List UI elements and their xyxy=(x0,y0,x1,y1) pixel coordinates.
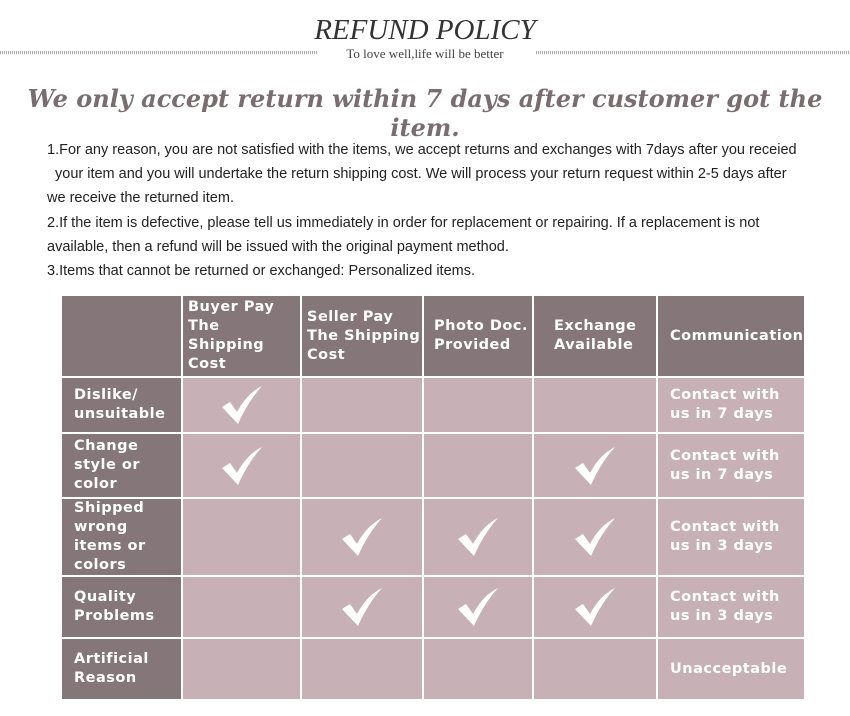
table-cell xyxy=(183,577,300,637)
table-cell xyxy=(183,378,300,432)
table-cell xyxy=(534,577,656,637)
table-cell xyxy=(424,434,532,497)
row-label: Shipped wrong items or colors xyxy=(62,499,181,575)
divider-right xyxy=(536,51,850,54)
row-label: Dislike/ unsuitable xyxy=(62,378,181,432)
table-row: Dislike/ unsuitable Contact with us in 7 … xyxy=(62,378,804,432)
table-cell xyxy=(183,639,300,699)
column-header: Communication xyxy=(658,296,804,376)
row-label: Change style or color xyxy=(62,434,181,497)
table-cell xyxy=(302,499,422,575)
communication-cell: Contact with us in 7 days xyxy=(658,434,804,497)
checkmark-icon xyxy=(342,518,382,556)
table-cell xyxy=(424,577,532,637)
checkmark-icon xyxy=(221,386,262,424)
table-cell xyxy=(183,499,300,575)
communication-cell: Contact with us in 7 days xyxy=(658,378,804,432)
row-label: Quality Problems xyxy=(62,577,181,637)
terms-line: we receive the returned item. xyxy=(47,190,234,207)
page-subtitle: To love well,life will be better xyxy=(346,46,504,61)
table-cell xyxy=(424,499,532,575)
column-header: Seller Pay The Shipping Cost xyxy=(302,296,422,376)
column-header: Buyer Pay The Shipping Cost xyxy=(183,296,300,376)
checkmark-icon xyxy=(458,518,498,556)
divider-left xyxy=(0,51,318,54)
checkmark-icon xyxy=(575,518,615,556)
checkmark-icon xyxy=(458,588,498,626)
terms-line: 3.Items that cannot be returned or excha… xyxy=(47,263,475,280)
table-cell xyxy=(424,639,532,699)
table-cell xyxy=(534,499,656,575)
table-cell xyxy=(302,639,422,699)
table-row: Quality Problems Contact with us in 3 day… xyxy=(62,577,804,637)
table-header-row: Buyer Pay The Shipping Cost Seller Pay T… xyxy=(62,296,804,376)
page-title: REFUND POLICY xyxy=(314,14,536,46)
table-cell xyxy=(183,434,300,497)
checkmark-icon xyxy=(575,446,615,485)
table-cell xyxy=(424,378,532,432)
terms-line: available, then a refund will be issued … xyxy=(47,238,509,255)
communication-cell: Unacceptable xyxy=(658,639,804,699)
refund-table: Buyer Pay The Shipping Cost Seller Pay T… xyxy=(60,294,806,701)
terms-line: 2.If the item is defective, please tell … xyxy=(47,214,760,231)
table-cell xyxy=(534,434,656,497)
table-row: Artificial Reason Unacceptable xyxy=(62,639,804,699)
table-cell xyxy=(302,434,422,497)
headline: We only accept return within 7 days afte… xyxy=(27,84,823,142)
column-header: Exchange Available xyxy=(534,296,656,376)
table-cell xyxy=(302,577,422,637)
table-row: Shipped wrong items or colors Contact wit… xyxy=(62,499,804,575)
terms-text: 1.For any reason, you are not satisfied … xyxy=(47,138,817,283)
table-cell xyxy=(534,639,656,699)
communication-cell: Contact with us in 3 days xyxy=(658,577,804,637)
row-label: Artificial Reason xyxy=(62,639,181,699)
table-cell xyxy=(534,378,656,432)
checkmark-icon xyxy=(221,446,262,485)
column-header: Photo Doc. Provided xyxy=(424,296,532,376)
column-header xyxy=(62,296,181,376)
table-row: Change style or color Contact with us in … xyxy=(62,434,804,497)
communication-cell: Contact with us in 3 days xyxy=(658,499,804,575)
terms-line: 1.For any reason, you are not satisfied … xyxy=(47,142,797,158)
table-cell xyxy=(302,378,422,432)
checkmark-icon xyxy=(575,588,615,626)
checkmark-icon xyxy=(342,588,382,626)
terms-line: your item and you will undertake the ret… xyxy=(55,166,787,183)
